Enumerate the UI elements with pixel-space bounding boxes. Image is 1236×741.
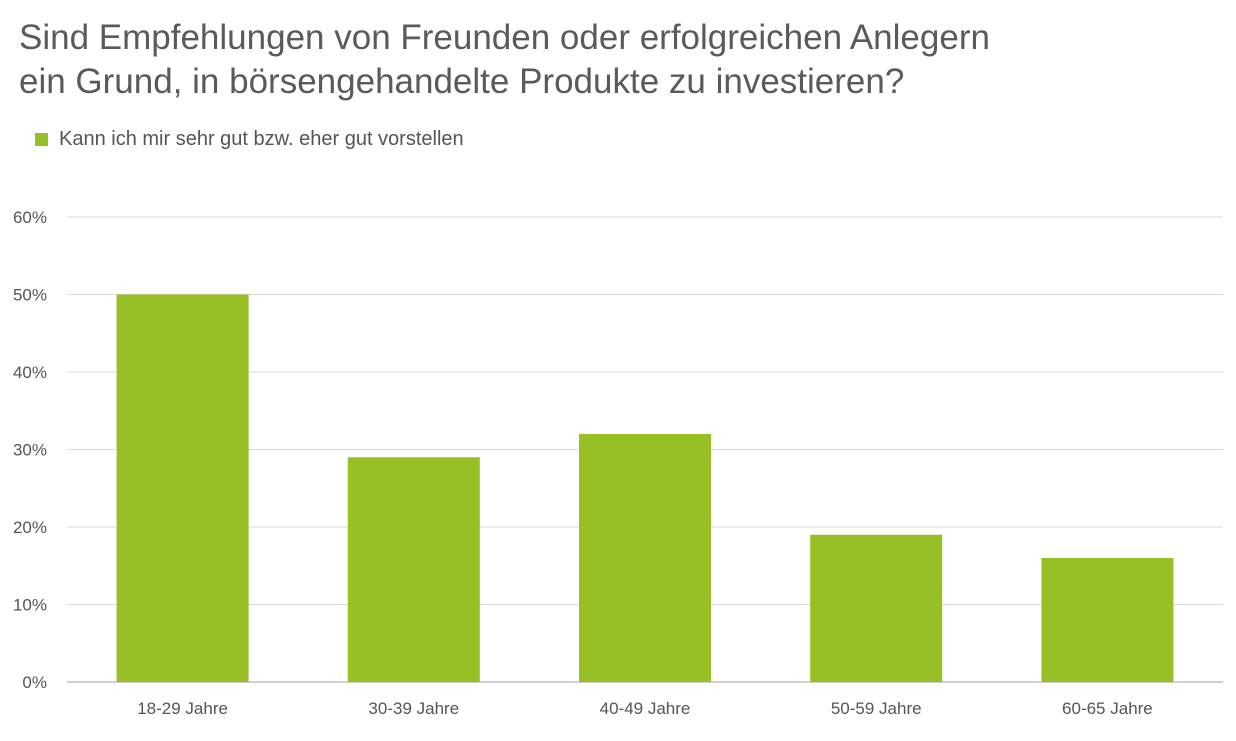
bar-60-65-jahre xyxy=(1041,558,1174,682)
y-tick-label: 40% xyxy=(13,363,47,382)
x-tick-label: 50-59 Jahre xyxy=(831,699,922,718)
x-tick-label: 18-29 Jahre xyxy=(137,699,228,718)
chart-title: Sind Empfehlungen von Freunden oder erfo… xyxy=(19,16,1119,104)
legend-swatch xyxy=(35,133,48,146)
chart-legend: Kann ich mir sehr gut bzw. eher gut vors… xyxy=(35,128,464,151)
y-axis-ticks: 0% 10% 20% 30% 40% 50% 60% xyxy=(13,208,47,692)
chart-title-line-1: Sind Empfehlungen von Freunden oder erfo… xyxy=(19,18,990,57)
x-tick-label: 30-39 Jahre xyxy=(368,699,459,718)
y-tick-label: 60% xyxy=(13,208,47,227)
bar-30-39-jahre xyxy=(347,457,480,682)
y-tick-label: 50% xyxy=(13,286,47,305)
y-tick-label: 30% xyxy=(13,441,47,460)
y-tick-label: 10% xyxy=(13,596,47,615)
bars xyxy=(116,294,1174,682)
bar-40-49-jahre xyxy=(579,434,711,682)
bar-18-29-jahre xyxy=(116,294,249,682)
x-tick-label: 60-65 Jahre xyxy=(1062,699,1153,718)
x-axis-ticks: 18-29 Jahre 30-39 Jahre 40-49 Jahre 50-59 J… xyxy=(137,699,1153,718)
y-tick-label: 20% xyxy=(13,518,47,537)
chart-title-line-2: ein Grund, in börsengehandelte Produkte … xyxy=(19,62,905,101)
x-tick-label: 40-49 Jahre xyxy=(600,699,691,718)
legend-label: Kann ich mir sehr gut bzw. eher gut vors… xyxy=(59,128,464,150)
bar-50-59-jahre xyxy=(810,534,943,682)
y-tick-label: 0% xyxy=(22,673,47,692)
